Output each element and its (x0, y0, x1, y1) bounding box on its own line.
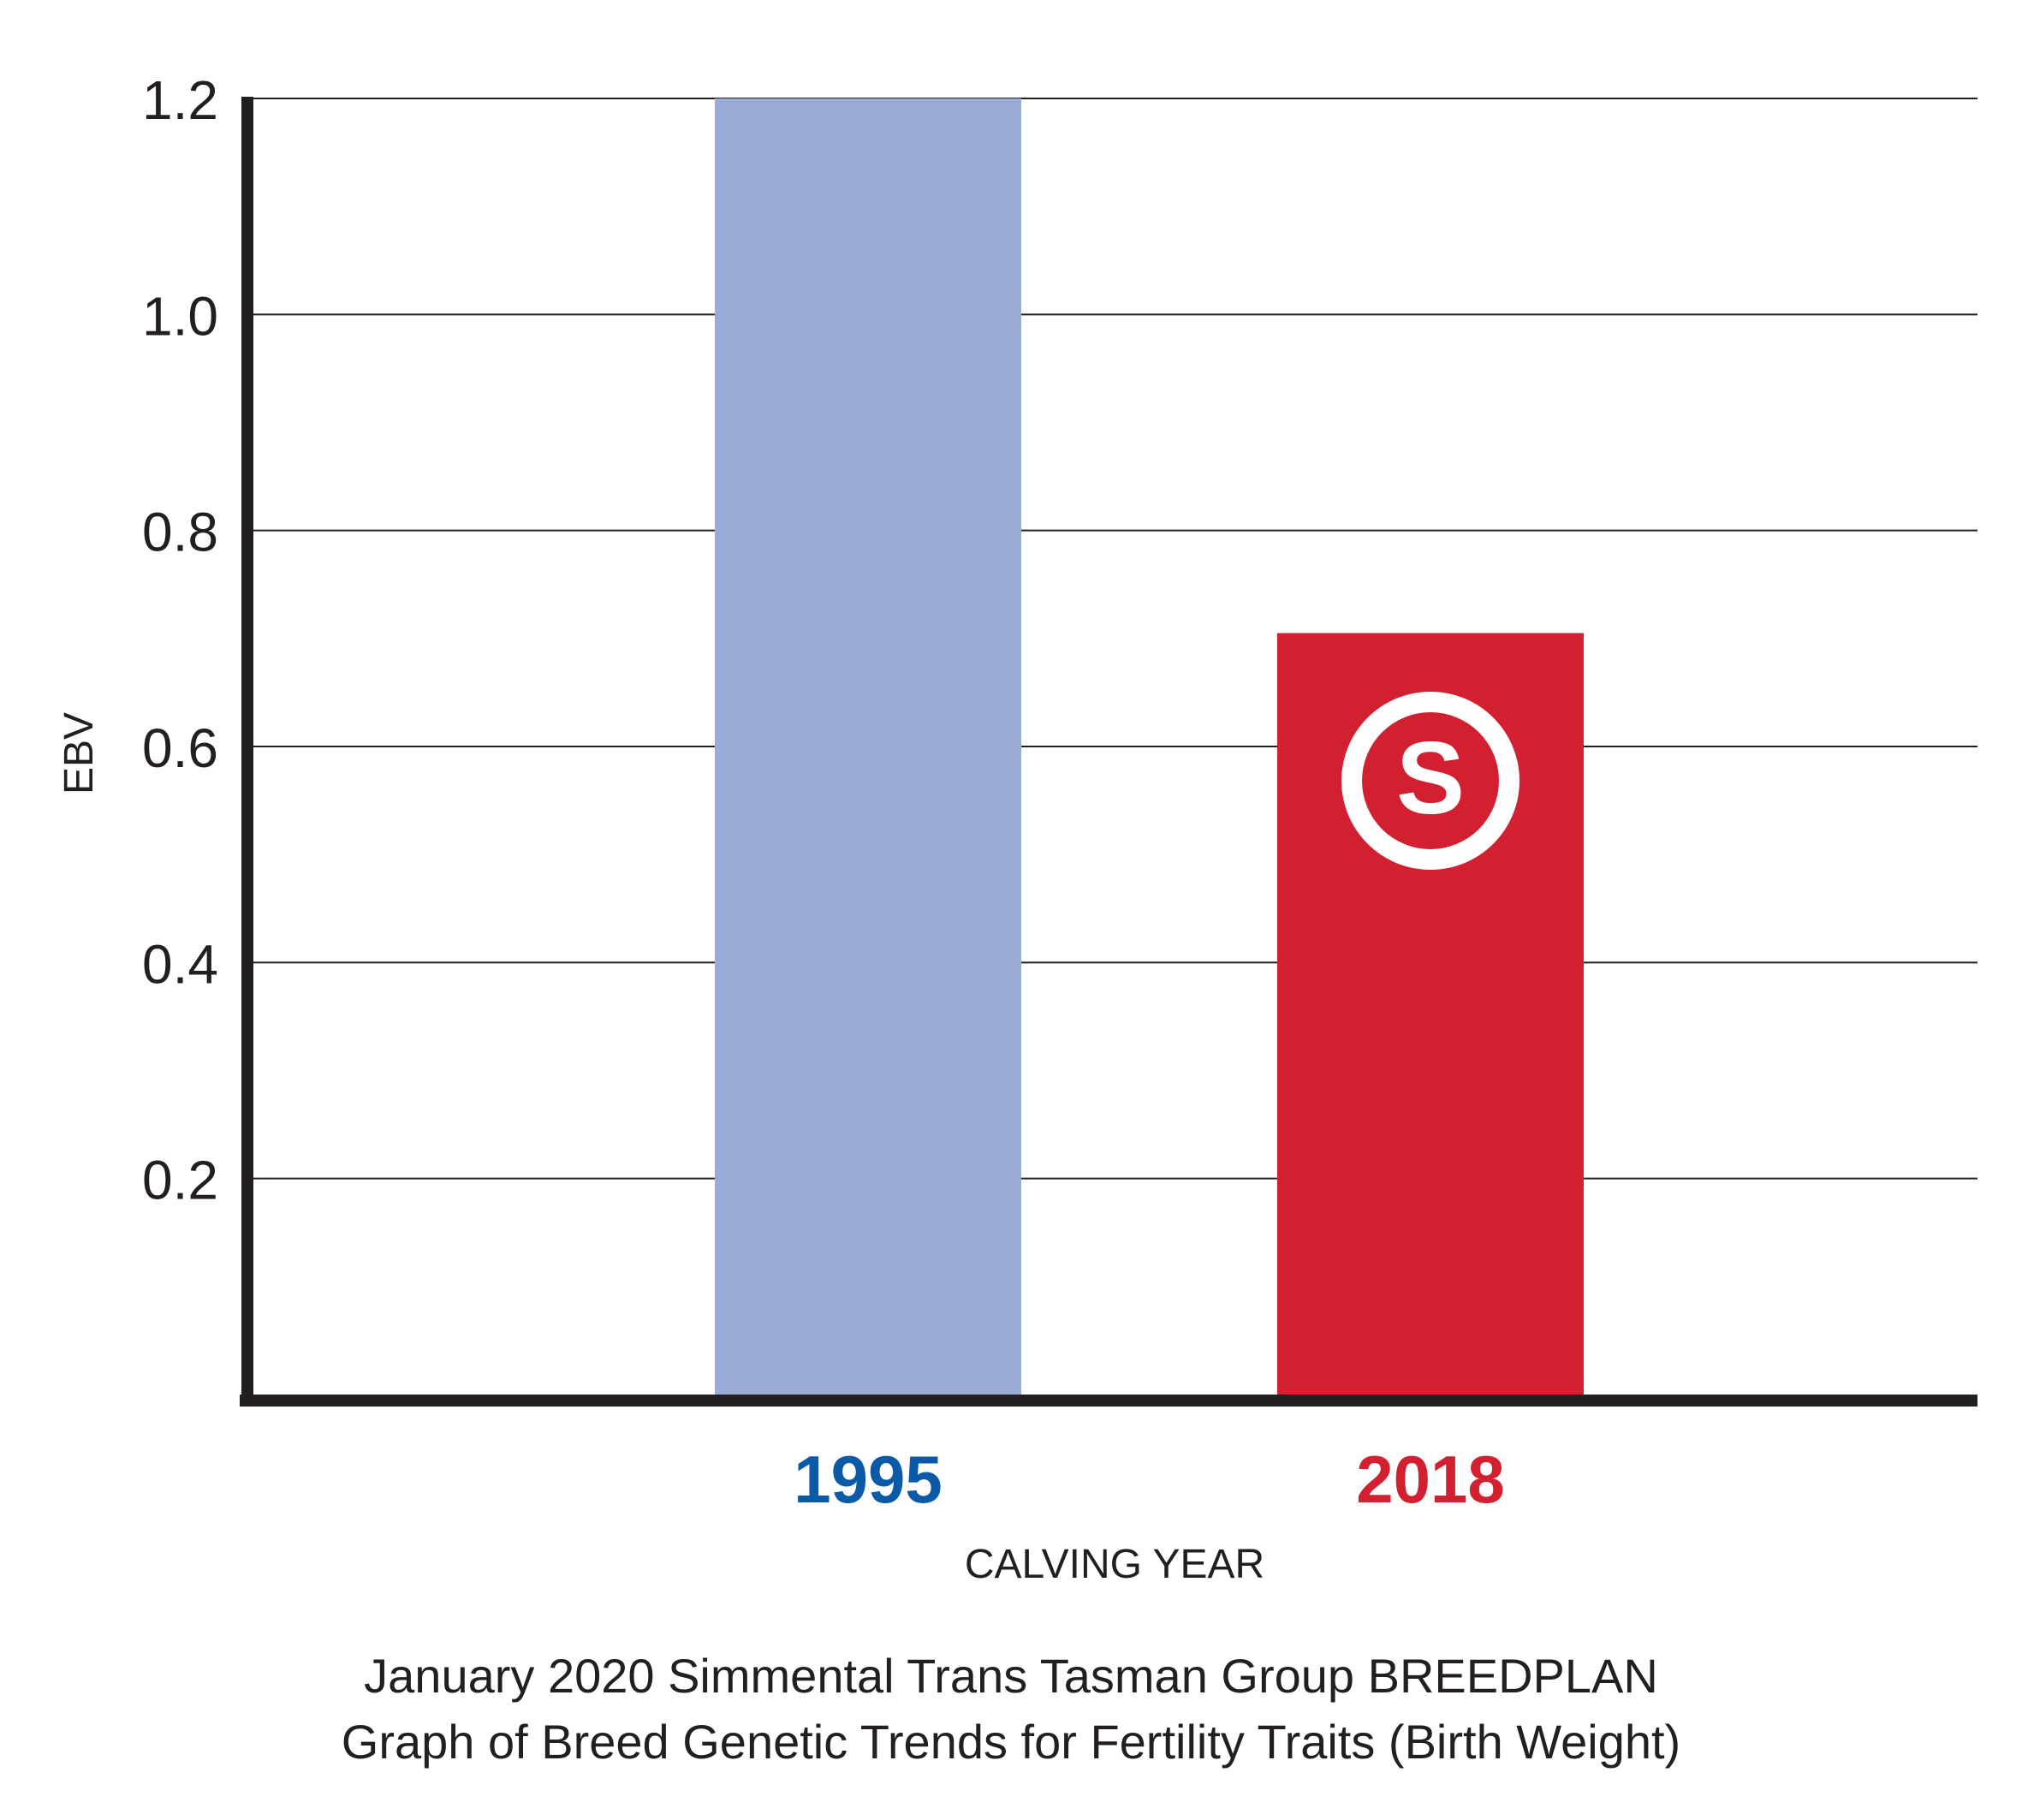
x-axis-title: CALVING YEAR (965, 1542, 1264, 1587)
caption-line-2: Graph of Breed Genetic Trends for Fertil… (341, 1715, 1681, 1769)
y-tick-label: 0.8 (142, 502, 218, 563)
logo-letter: S (1396, 721, 1465, 836)
y-tick-label: 0.2 (142, 1150, 218, 1211)
y-tick-label: 0.6 (142, 717, 218, 779)
simmental-s-logo-icon: S (1341, 692, 1519, 870)
caption-line-1: January 2020 Simmental Trans Tasman Grou… (364, 1649, 1658, 1703)
axes (240, 97, 1977, 1407)
x-category-label: 2018 (1356, 1442, 1505, 1517)
y-tick-label: 1.2 (142, 69, 218, 131)
x-category-label: 1995 (794, 1442, 943, 1517)
y-axis-title: EBV (56, 712, 102, 794)
gridlines (253, 98, 1977, 1180)
x-category-labels: 1995 2018 (794, 1442, 1505, 1517)
y-tick-label: 0.4 (142, 933, 218, 995)
y-tick-labels: 0.2 0.4 0.6 0.8 1.0 1.2 (142, 69, 218, 1211)
y-tick-label: 1.0 (142, 285, 218, 347)
bar-1995 (715, 98, 1021, 1395)
